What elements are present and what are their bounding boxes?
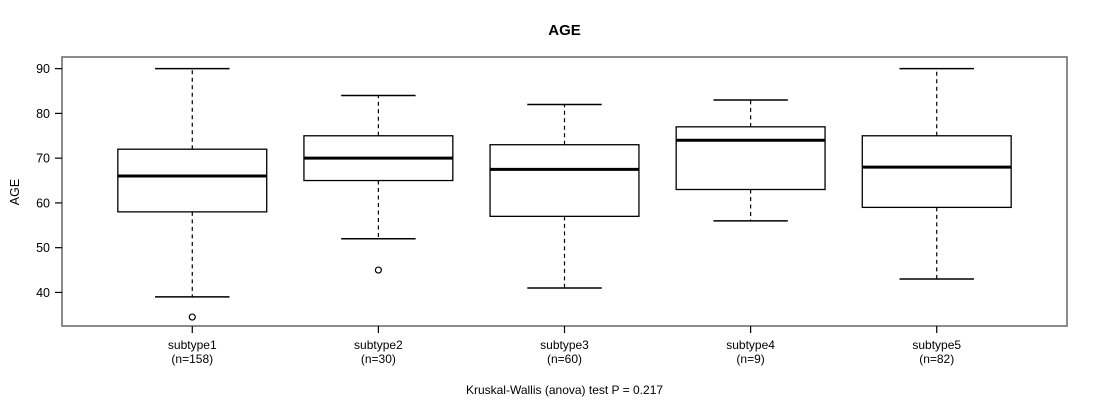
iqr-box: [117, 148, 268, 213]
kruskal-wallis-note: Kruskal-Wallis (anova) test P = 0.217: [465, 383, 664, 397]
box-group: subtype5(n=82): [861, 67, 1012, 366]
group-label: subtype2: [354, 338, 403, 352]
group-n-label: (n=82): [919, 352, 954, 366]
box-group: subtype2(n=30): [303, 94, 454, 366]
group-label: subtype5: [912, 338, 961, 352]
y-tick-label: 40: [36, 286, 50, 300]
group-n-label: (n=30): [361, 352, 396, 366]
group-label: subtype3: [540, 338, 589, 352]
iqr-box: [675, 126, 826, 191]
y-tick-label: 90: [36, 62, 50, 76]
group-label: subtype4: [726, 338, 775, 352]
outlier-point: [374, 266, 382, 274]
box-group: subtype1(n=158): [117, 67, 268, 366]
y-tick-label: 50: [36, 241, 50, 255]
chart-title: AGE: [548, 22, 581, 39]
group-n-label: (n=9): [736, 352, 764, 366]
outlier-point: [188, 313, 196, 321]
group-n-label: (n=158): [171, 352, 213, 366]
box-group: subtype4(n=9): [675, 99, 826, 366]
y-axis-label: AGE: [8, 178, 22, 206]
y-tick-label: 70: [36, 152, 50, 166]
y-tick-label: 60: [36, 196, 50, 210]
iqr-box: [861, 135, 1012, 209]
iqr-box: [489, 144, 640, 217]
group-n-label: (n=60): [547, 352, 582, 366]
group-label: subtype1: [168, 338, 217, 352]
box-group: subtype3(n=60): [489, 103, 640, 366]
y-tick-label: 80: [36, 107, 50, 121]
